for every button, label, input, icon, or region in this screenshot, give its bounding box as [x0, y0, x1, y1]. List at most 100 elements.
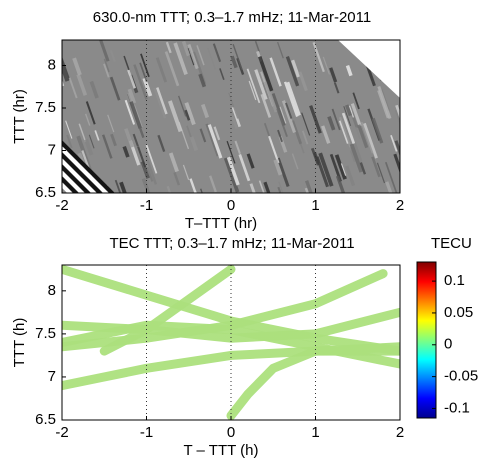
colorbar-tick-label: -0.1 — [444, 399, 470, 416]
image-streak — [85, 101, 96, 125]
image-streak — [385, 181, 393, 193]
image-streak — [318, 152, 334, 187]
image-streak — [182, 164, 190, 180]
image-streak — [231, 106, 241, 128]
image-streak — [84, 113, 91, 126]
image-streak — [285, 102, 293, 119]
image-streak — [62, 56, 71, 81]
image-streak — [0, 45, 7, 78]
image-streak — [156, 87, 168, 115]
image-streak — [7, 153, 14, 174]
x-tick-label: -1 — [140, 197, 153, 214]
image-streak — [76, 73, 88, 96]
image-streak — [205, 123, 219, 157]
image-streak — [304, 180, 313, 193]
image-streak — [226, 156, 240, 186]
image-streak — [189, 136, 199, 152]
image-streak — [277, 129, 283, 143]
x-axis-label: T–TTT (hr) — [185, 215, 257, 232]
image-streak — [173, 42, 188, 76]
image-streak — [394, 109, 400, 126]
image-streak — [246, 153, 255, 169]
image-streak — [184, 109, 191, 121]
image-streak — [377, 89, 390, 119]
image-streak — [62, 157, 64, 161]
image-streak — [157, 134, 166, 152]
image-streak — [341, 112, 356, 145]
image-streak — [327, 115, 336, 131]
image-streak — [17, 50, 22, 65]
image-streak — [181, 40, 191, 57]
image-streak — [26, 42, 31, 56]
image-streak — [100, 159, 111, 187]
image-streak — [271, 93, 286, 127]
y-tick-label: 7.5 — [35, 99, 56, 116]
image-streak — [348, 105, 355, 118]
image-streak — [137, 146, 147, 168]
x-tick-label: 1 — [311, 424, 319, 441]
image-streak — [114, 179, 122, 193]
image-streak — [0, 74, 7, 107]
image-streak — [234, 140, 241, 155]
y-tick-label: 8 — [48, 56, 56, 73]
image-streak — [260, 82, 270, 98]
image-streak — [132, 133, 139, 147]
image-streak — [94, 130, 100, 141]
image-streak — [338, 120, 349, 144]
image-streak — [246, 68, 261, 104]
image-streak — [103, 63, 110, 78]
image-streak — [65, 120, 73, 139]
x-tick-label: 0 — [227, 197, 235, 214]
image-streak — [35, 151, 46, 182]
image-streak — [1, 157, 9, 179]
image-streak — [97, 92, 106, 110]
image-streak — [42, 77, 50, 100]
image-streak — [72, 57, 82, 76]
image-streak — [127, 69, 136, 89]
image-streak — [40, 155, 47, 174]
image-edge — [62, 152, 103, 193]
image-streak — [276, 41, 284, 59]
image-streak — [109, 76, 121, 101]
image-streak — [99, 40, 110, 62]
image-streak — [301, 130, 309, 145]
chart-title: TEC TTT; 0.3–1.7 mHz; 11-Mar-2011 — [109, 235, 354, 252]
image-streak — [291, 59, 301, 78]
x-tick-label: 0 — [227, 424, 235, 441]
image-streak — [44, 113, 53, 139]
image-streak — [394, 140, 400, 156]
image-streak — [254, 40, 260, 52]
image-streak — [186, 125, 193, 139]
image-streak — [168, 152, 179, 173]
image-streak — [276, 108, 288, 138]
image-streak — [136, 120, 145, 139]
image-streak — [20, 47, 27, 67]
image-streak — [173, 172, 181, 186]
image-streak — [177, 95, 187, 117]
image-streak — [258, 56, 274, 92]
image-streak — [390, 134, 398, 152]
y-tick-label: 6.5 — [35, 411, 56, 428]
image-streak — [355, 126, 361, 140]
image-streak — [298, 71, 308, 92]
image-streak — [89, 80, 99, 99]
image-streak — [219, 68, 225, 81]
image-streak — [249, 183, 256, 193]
image-streak — [166, 185, 172, 193]
y-tick-label: 7.5 — [35, 325, 56, 342]
image-streak — [207, 47, 217, 70]
image-streak — [124, 128, 134, 148]
image-streak — [269, 57, 282, 87]
image-streak — [153, 87, 167, 119]
y-axis-label: TTT (hr) — [11, 89, 28, 144]
image-streak — [142, 77, 153, 97]
image-streak — [23, 159, 35, 192]
image-streak — [30, 115, 39, 142]
x-axis-label: T – TTT (h) — [183, 442, 258, 459]
image-streak — [283, 81, 299, 117]
image-streak — [133, 64, 148, 100]
image-streak — [232, 44, 243, 70]
y-axis-label: TTT (h) — [11, 318, 28, 368]
image-streak — [345, 64, 353, 77]
